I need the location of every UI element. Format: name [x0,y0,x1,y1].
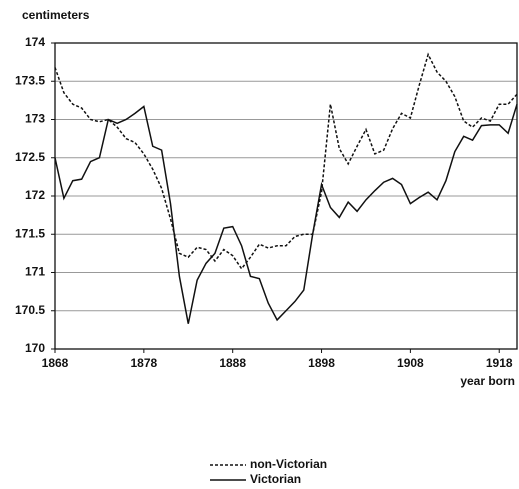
y-tick-label: 172 [25,188,45,202]
x-tick-label: 1888 [219,356,246,370]
y-tick-label: 172.5 [15,150,45,164]
y-tick-label: 173.5 [15,73,45,87]
y-tick-label: 170.5 [15,303,45,317]
y-tick-label: 171.5 [15,226,45,240]
y-tick-label: 173 [25,112,45,126]
plot-frame [54,42,518,350]
x-axis-label: year born [460,374,515,388]
legend-label: Victorian [250,472,301,486]
x-tick-label: 1918 [486,356,513,370]
y-tick-label: 171 [25,265,45,279]
x-tick-label: 1898 [308,356,335,370]
x-tick-label: 1868 [42,356,69,370]
y-axis-label: centimeters [22,8,90,22]
series-line [54,103,518,324]
x-tick-label: 1908 [397,356,424,370]
x-tick-label: 1878 [130,356,157,370]
series-line [54,52,518,270]
y-tick-label: 174 [25,35,45,49]
y-tick-label: 170 [25,341,45,355]
legend-label: non-Victorian [250,457,327,471]
